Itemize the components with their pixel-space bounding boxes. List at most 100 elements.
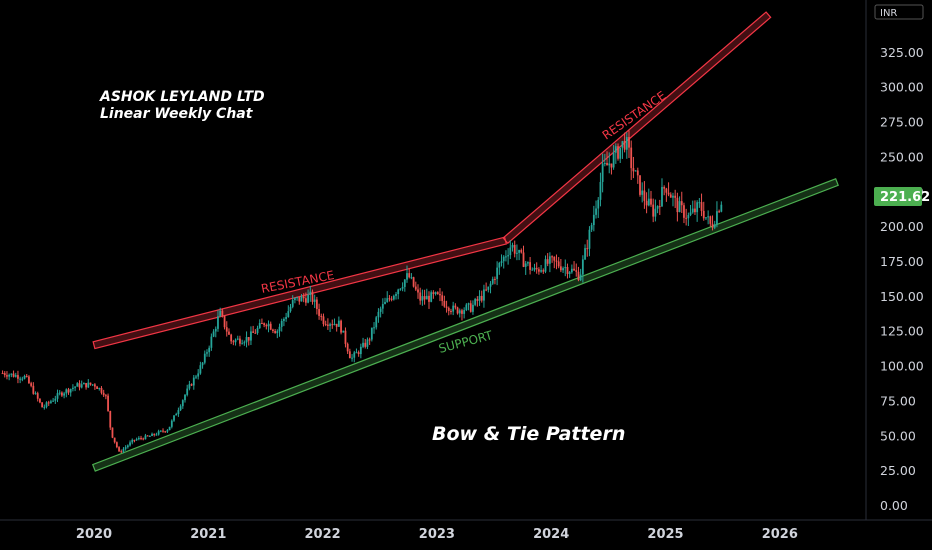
candle-body xyxy=(483,289,485,301)
candle-body xyxy=(318,309,320,316)
candle-body xyxy=(146,435,149,437)
candle-body xyxy=(285,317,288,319)
candle-body xyxy=(476,299,479,301)
candle-body xyxy=(333,323,336,325)
candle-body xyxy=(254,332,257,334)
candle-body xyxy=(245,337,248,343)
x-tick-label: 2024 xyxy=(533,527,569,542)
candle-body xyxy=(91,384,94,386)
candle-body xyxy=(52,400,55,402)
candle-body xyxy=(441,295,444,301)
candle-body xyxy=(276,331,279,334)
candle-body xyxy=(711,223,714,228)
candle-body xyxy=(663,187,666,189)
candle-body xyxy=(612,152,615,168)
candle-body xyxy=(652,204,655,217)
candle-body xyxy=(581,259,584,275)
candle-body xyxy=(6,375,8,377)
candle-body xyxy=(173,415,175,421)
candle-body xyxy=(373,327,375,329)
candle-body xyxy=(219,310,222,317)
candle-body xyxy=(639,175,641,195)
candle-body xyxy=(351,357,353,359)
candle-body xyxy=(458,310,461,314)
currency-box[interactable] xyxy=(874,4,924,20)
candle-body xyxy=(524,263,527,267)
x-axis: 2020 2021 2022 2023 2024 2025 2026 xyxy=(76,527,798,542)
candle-body xyxy=(192,377,195,386)
candle-body xyxy=(399,288,402,290)
candle-body xyxy=(287,311,290,318)
y-tick-label: 50.00 xyxy=(880,428,916,443)
candle-body xyxy=(269,323,272,330)
y-tick-label: 150.00 xyxy=(880,289,924,304)
candle-body xyxy=(667,192,670,195)
candle-body xyxy=(159,430,162,432)
candle-body xyxy=(672,195,674,198)
candle-body xyxy=(93,384,96,387)
candle-body xyxy=(403,279,406,287)
candle-body xyxy=(687,215,690,219)
candle-body xyxy=(355,352,358,354)
y-tick-label: 100.00 xyxy=(880,359,924,374)
candle-body xyxy=(606,163,608,166)
candle-body xyxy=(206,352,208,354)
candle-body xyxy=(208,347,211,353)
y-tick-label: 175.00 xyxy=(880,254,924,269)
candle-body xyxy=(588,229,591,249)
candle-body xyxy=(359,346,362,355)
candle-body xyxy=(113,437,116,443)
candle-body xyxy=(674,195,677,198)
candle-body xyxy=(274,330,277,334)
candle-body xyxy=(617,146,619,159)
x-tick-label: 2021 xyxy=(190,527,226,542)
candle-body xyxy=(478,295,481,301)
candle-body xyxy=(531,269,534,271)
candle-body xyxy=(386,298,389,302)
candle-body xyxy=(28,376,30,384)
candle-body xyxy=(210,336,213,348)
y-tick-label: 0.00 xyxy=(880,498,908,513)
candle-body xyxy=(395,294,397,296)
candle-body xyxy=(452,305,455,312)
candle-body xyxy=(34,393,37,395)
candle-body xyxy=(47,402,50,404)
candle-body xyxy=(322,316,325,325)
candle-body xyxy=(230,334,233,342)
candle-body xyxy=(494,278,496,280)
candle-body xyxy=(241,343,244,345)
candle-body xyxy=(408,273,411,278)
candle-body xyxy=(566,267,569,274)
candle-body xyxy=(381,304,384,309)
candle-body xyxy=(375,317,378,328)
candle-body xyxy=(39,398,41,403)
candle-body xyxy=(614,146,617,153)
candle-body xyxy=(155,434,158,436)
candle-body xyxy=(331,324,334,326)
candle-body xyxy=(377,311,380,318)
candle-body xyxy=(645,200,648,206)
candle-body xyxy=(298,297,301,302)
candle-body xyxy=(698,202,701,204)
candle-body xyxy=(586,248,589,250)
candle-body xyxy=(509,247,512,256)
candle-body xyxy=(267,323,270,327)
candle-body xyxy=(129,442,131,446)
candle-body xyxy=(465,304,468,311)
candle-body xyxy=(348,351,351,359)
candle-body xyxy=(419,292,422,301)
candle-body xyxy=(379,308,382,312)
candle-body xyxy=(30,383,33,386)
candle-body xyxy=(177,410,180,415)
candle-body xyxy=(296,297,299,299)
candle-body xyxy=(597,199,600,209)
candle-body xyxy=(520,249,523,253)
candle-body xyxy=(579,274,582,281)
candle-body xyxy=(21,378,24,380)
candle-body xyxy=(694,208,696,213)
candle-body xyxy=(76,383,79,387)
candle-body xyxy=(601,163,604,182)
candle-body xyxy=(544,259,547,272)
candle-body xyxy=(223,315,226,328)
